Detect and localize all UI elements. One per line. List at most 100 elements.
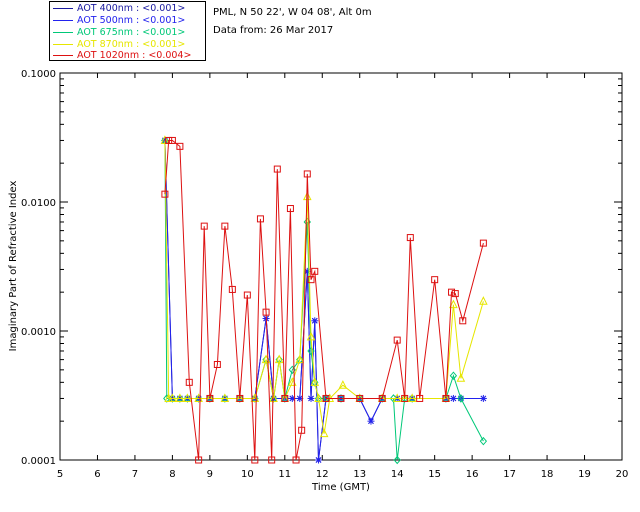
data-point <box>165 136 173 144</box>
data-point <box>378 394 386 402</box>
data-point <box>322 394 330 402</box>
legend-label-1020nm: AOT 1020nm : <0.004> <box>77 50 192 61</box>
x-tick-label: 9 <box>207 469 213 480</box>
legend-item-500nm: AOT 500nm : <0.001> <box>53 15 185 26</box>
data-point <box>338 380 348 389</box>
legend-swatch-675nm <box>53 32 73 33</box>
data-point <box>449 371 458 381</box>
data-point <box>457 394 465 403</box>
y-axis-label: Imaginary Part of Refractive Index <box>8 181 19 352</box>
data-point <box>302 191 312 201</box>
data-point <box>161 190 169 198</box>
data-point <box>479 436 488 446</box>
x-tick-label: 11 <box>278 469 291 480</box>
data-point <box>269 393 278 402</box>
x-tick-label: 10 <box>241 469 254 480</box>
legend-item-675nm: AOT 675nm : <0.001> <box>53 27 185 38</box>
x-tick-label: 7 <box>132 469 138 480</box>
data-point <box>298 426 306 434</box>
data-point <box>449 394 457 402</box>
data-point <box>319 428 329 438</box>
data-point <box>456 373 466 382</box>
data-point <box>221 222 229 230</box>
data-point <box>286 205 294 213</box>
legend-swatch-1020nm <box>53 55 73 56</box>
legend-label-870nm: AOT 870nm : <0.001> <box>77 39 186 50</box>
y-tick-label: 0.0001 <box>21 456 56 467</box>
data-point <box>251 456 259 464</box>
series-aot-870nm <box>160 135 488 438</box>
data-point <box>407 393 417 402</box>
data-point <box>281 394 289 402</box>
x-tick-label: 8 <box>169 469 175 480</box>
data-point <box>356 394 364 402</box>
data-point <box>431 276 439 284</box>
data-point <box>401 394 409 402</box>
data-point <box>337 394 345 402</box>
data-point <box>307 394 315 402</box>
data-point <box>315 456 323 464</box>
x-tick-label: 5 <box>57 469 63 480</box>
legend-swatch-870nm <box>53 44 73 45</box>
data-point <box>393 455 401 465</box>
legend-label-500nm: AOT 500nm : <0.001> <box>77 15 186 26</box>
x-axis-label: Time (GMT) <box>311 482 370 493</box>
data-point <box>479 296 488 305</box>
x-tick-label: 6 <box>94 469 100 480</box>
data-point <box>273 165 281 173</box>
data-point <box>367 417 375 425</box>
data-point <box>176 142 184 150</box>
data-point <box>200 222 208 230</box>
x-tick-label: 20 <box>616 469 629 480</box>
data-point <box>442 394 450 402</box>
data-point <box>479 239 487 247</box>
data-point <box>479 394 487 402</box>
y-tick-label: 0.0100 <box>21 198 56 209</box>
legend-item-1020nm: AOT 1020nm : <0.004> <box>53 50 191 61</box>
series-aot-1020nm <box>161 136 487 464</box>
data-point <box>168 393 177 402</box>
legend-item-870nm: AOT 870nm : <0.001> <box>53 39 185 50</box>
data-point <box>406 234 414 242</box>
data-point <box>220 393 230 402</box>
data-point <box>262 308 270 316</box>
data-point <box>183 393 192 402</box>
x-tick-label: 15 <box>428 469 441 480</box>
data-point <box>228 285 236 293</box>
data-point <box>292 456 300 464</box>
data-point <box>243 291 251 299</box>
data-point <box>306 331 316 341</box>
data-point <box>213 360 221 368</box>
data-point <box>175 393 185 402</box>
legend-swatch-400nm <box>53 8 73 9</box>
data-point <box>236 394 244 402</box>
legend-swatch-500nm <box>53 20 73 21</box>
data-point <box>195 456 203 464</box>
data-point <box>311 317 319 325</box>
data-point <box>160 135 170 144</box>
data-point <box>393 336 401 344</box>
data-point <box>274 354 284 364</box>
data-point <box>311 267 319 275</box>
data-point <box>185 378 193 386</box>
data-point <box>416 394 424 402</box>
legend: AOT 400nm : <0.001> AOT 500nm : <0.001> … <box>49 1 206 61</box>
data-point <box>451 290 459 298</box>
data-date: Data from: 26 Mar 2017 <box>213 25 334 36</box>
data-point <box>256 215 264 223</box>
data-point <box>295 354 305 364</box>
x-tick-label: 13 <box>353 469 366 480</box>
x-tick-label: 18 <box>541 469 554 480</box>
data-point <box>268 456 276 464</box>
data-point <box>168 136 176 144</box>
data-point <box>325 393 335 402</box>
data-point <box>206 394 214 402</box>
data-point <box>314 393 323 402</box>
x-tick-label: 14 <box>391 469 404 480</box>
plot-frame <box>59 72 623 461</box>
data-point <box>307 346 315 356</box>
data-point <box>303 170 311 178</box>
site-location: PML, N 50 22', W 04 08', Alt 0m <box>213 7 372 18</box>
data-point <box>448 288 456 296</box>
